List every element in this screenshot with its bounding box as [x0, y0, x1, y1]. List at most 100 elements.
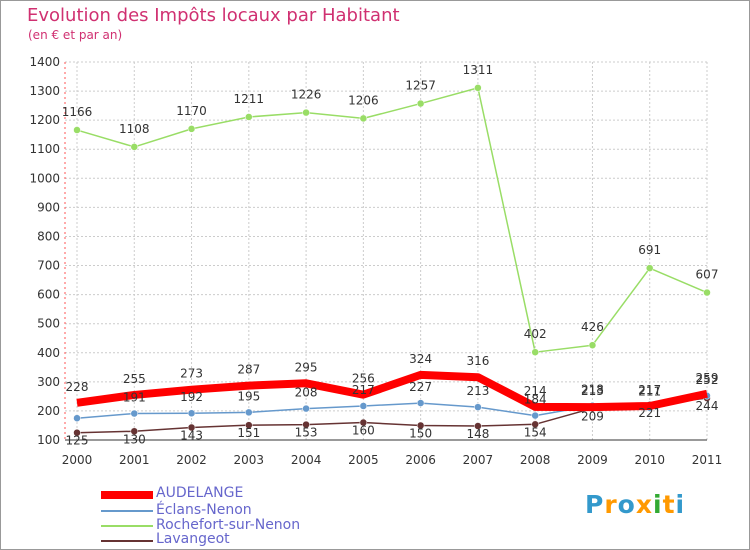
data-label: 150 [409, 426, 432, 440]
data-label: 217 [638, 383, 661, 397]
logo-letter: r [604, 490, 618, 519]
data-point [588, 341, 597, 349]
data-label: 1166 [62, 105, 93, 119]
data-point [130, 427, 139, 436]
proxiti-logo: Proxiti [585, 490, 685, 519]
data-label: 218 [581, 383, 604, 397]
data-point [302, 420, 310, 429]
data-label: 130 [123, 432, 146, 446]
data-label: 217 [352, 383, 375, 397]
x-tick-label: 2007 [463, 453, 494, 467]
y-tick-label: 800 [37, 229, 60, 243]
data-label: 228 [66, 380, 89, 394]
data-label: 1170 [176, 104, 207, 118]
logo-letter: x [635, 490, 653, 519]
data-label: 192 [180, 390, 203, 404]
data-point [73, 428, 81, 437]
legend-label-audelange: AUDELANGE [156, 485, 244, 501]
legend-label-lavangeot: Lavangeot [156, 531, 230, 547]
data-label: 426 [581, 320, 604, 334]
data-label: 213 [466, 384, 489, 398]
data-label: 255 [123, 372, 146, 386]
data-label: 208 [295, 386, 318, 400]
y-tick-label: 700 [37, 259, 60, 273]
y-tick-label: 1000 [29, 171, 60, 185]
x-tick-label: 2008 [520, 453, 551, 467]
y-tick-label: 1200 [29, 113, 60, 127]
data-point [416, 99, 425, 108]
data-point [130, 409, 139, 418]
legend-swatch-rochefort-sur-nenon [101, 525, 153, 527]
logo-letter: t [662, 490, 676, 519]
y-tick-label: 400 [37, 346, 60, 360]
data-label: 191 [123, 391, 146, 405]
logo-letter: i [653, 490, 663, 519]
data-label: 184 [524, 393, 547, 407]
data-point [187, 409, 196, 417]
data-point [245, 421, 253, 429]
data-label: 195 [237, 389, 260, 403]
data-label: 125 [66, 434, 89, 448]
grid [65, 61, 708, 441]
legend-swatch-audelange [101, 491, 153, 499]
x-tick-label: 2000 [62, 453, 93, 467]
y-tick-label: 1400 [29, 55, 60, 69]
x-tick-label: 2004 [291, 453, 322, 467]
data-label: 148 [466, 427, 489, 441]
axes: 1002003004005006007008009001000110012001… [29, 55, 722, 467]
data-label: 1226 [291, 88, 322, 102]
data-label: 1311 [463, 63, 494, 77]
data-label: 1257 [405, 79, 436, 93]
data-label: 252 [696, 373, 719, 387]
data-point [474, 422, 482, 430]
data-label: 256 [352, 372, 375, 386]
data-label: 287 [237, 363, 260, 377]
data-point [531, 348, 539, 356]
data-point [302, 108, 310, 117]
legend-label-eclans-nenon: Éclans-Nenon [156, 502, 252, 518]
data-label: 1108 [119, 122, 150, 136]
x-tick-label: 2002 [176, 453, 207, 467]
data-point [703, 288, 711, 297]
data-label: 402 [524, 327, 547, 341]
data-point [531, 420, 539, 429]
data-label: 153 [295, 426, 318, 440]
data-point [474, 403, 482, 411]
data-label: 209 [581, 409, 604, 423]
y-tick-label: 100 [37, 433, 60, 447]
series-line-2 [76, 87, 708, 353]
data-label: 1206 [348, 93, 379, 107]
data-labels: 228 255 273 287 295 256 324 316 214 213 217 259 191 1… [62, 63, 719, 448]
data-point [359, 418, 368, 427]
data-point [245, 113, 253, 121]
y-tick-label: 900 [37, 200, 60, 214]
data-point [416, 399, 425, 407]
data-point [187, 423, 196, 432]
y-tick-label: 600 [37, 288, 60, 302]
data-label: 160 [352, 424, 375, 438]
data-label: 151 [237, 426, 260, 440]
data-point [359, 402, 368, 410]
chart-title: Evolution des Impôts locaux par Habitant [27, 5, 400, 26]
data-point [359, 114, 368, 123]
data-label: 691 [638, 243, 661, 257]
x-tick-label: 2001 [119, 453, 150, 467]
x-tick-label: 2009 [577, 453, 608, 467]
data-point [416, 421, 425, 430]
data-label: 143 [180, 428, 203, 442]
logo-letter: o [617, 490, 636, 519]
chart-subtitle: (en € et par an) [28, 28, 123, 42]
data-point [130, 143, 139, 151]
series-line-0 [76, 370, 708, 412]
x-tick-label: 2003 [234, 453, 265, 467]
data-point [531, 411, 539, 420]
data-label: 273 [180, 367, 203, 381]
logo-letter: P [585, 490, 605, 519]
y-tick-label: 200 [37, 404, 60, 418]
data-label: 607 [696, 268, 719, 282]
data-label: 244 [696, 399, 719, 413]
data-label: 316 [466, 354, 489, 368]
legend-swatch-lavangeot [101, 540, 153, 542]
